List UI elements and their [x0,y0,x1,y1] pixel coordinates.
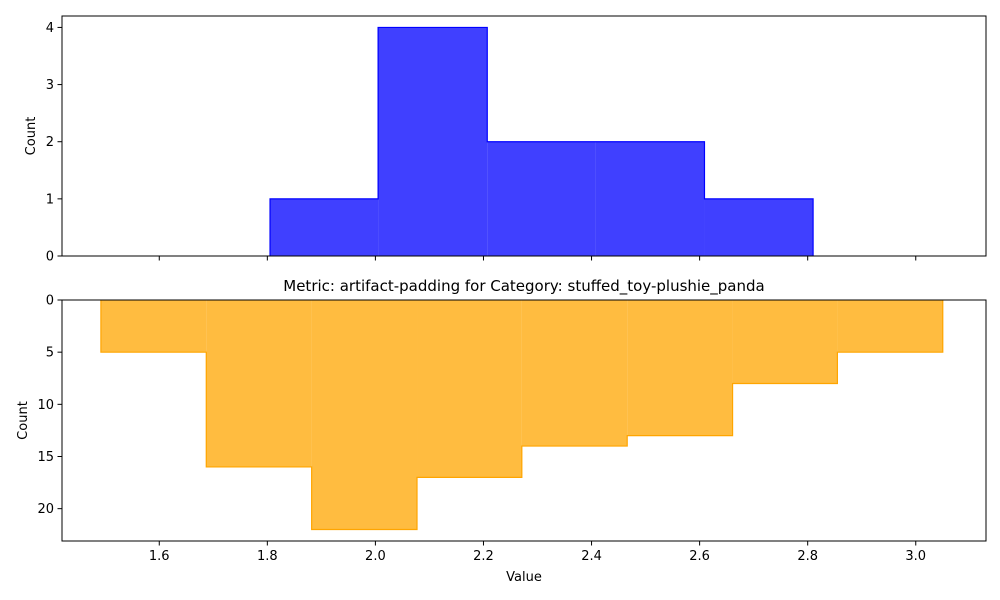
bottom-histogram-bar-3 [417,300,522,478]
bottom-x-tick-label-5: 2.6 [689,549,710,564]
top-histogram-panel: 0 1 2 3 4 Count [24,15,987,265]
bottom-y-tick-label-1: 5 [46,346,54,361]
bottom-x-tick-label-1: 1.8 [257,549,278,564]
bottom-axes-frame [61,299,987,542]
bottom-histogram-bar-2 [311,300,418,530]
bottom-histogram-marks [100,300,944,531]
bottom-x-tick-label-4: 2.4 [581,549,602,564]
top-histogram-bar-4 [704,198,814,256]
bottom-y-tick-label-4: 20 [37,502,54,517]
bottom-x-tick-label-6: 2.8 [797,549,818,564]
top-histogram-bar-0 [270,198,379,256]
bottom-y-tick-label-0: 0 [46,294,54,309]
bottom-y-tick-label-3: 15 [37,450,54,465]
top-histogram-outline [269,26,814,256]
bottom-histogram-bar-5 [627,300,733,436]
bottom-y-ticks: 0 5 10 15 20 [37,294,62,517]
bottom-histogram-bar-7 [837,300,943,353]
bottom-histogram-panel: Metric: artifact-padding for Category: s… [16,277,987,585]
bottom-histogram-outline [100,300,944,531]
bottom-x-ticks: 1.6 1.8 2.0 2.2 2.4 2.6 2.8 3.0 [149,541,926,564]
top-y-ticks: 0 1 2 3 4 [46,21,62,265]
top-histogram-bar-1 [378,27,488,256]
bottom-histogram-bar-6 [732,300,838,384]
bottom-chart-title: Metric: artifact-padding for Category: s… [283,277,764,296]
top-y-axis-label: Count [24,117,39,156]
top-y-tick-label-4: 4 [46,21,54,36]
top-histogram-bar-3 [595,141,705,256]
bottom-x-axis-label: Value [506,570,542,585]
bottom-x-tick-label-0: 1.6 [149,549,170,564]
bottom-x-tick-label-7: 3.0 [905,549,926,564]
bottom-y-axis-label: Count [16,401,31,440]
top-y-tick-label-2: 2 [46,135,54,150]
top-y-tick-label-0: 0 [46,250,54,265]
bottom-histogram-bar-1 [206,300,312,467]
top-y-tick-label-1: 1 [46,192,54,207]
top-axes-frame [61,15,987,257]
top-x-ticks [158,256,917,261]
top-histogram-marks [269,26,814,256]
bottom-y-tick-label-2: 10 [37,398,54,413]
bottom-histogram-bar-4 [521,300,628,447]
bottom-histogram-bar-0 [100,300,207,353]
top-y-tick-label-3: 3 [46,78,54,93]
bottom-x-tick-label-3: 2.2 [473,549,494,564]
bottom-x-tick-label-2: 2.0 [365,549,386,564]
top-histogram-bar-2 [487,141,596,256]
